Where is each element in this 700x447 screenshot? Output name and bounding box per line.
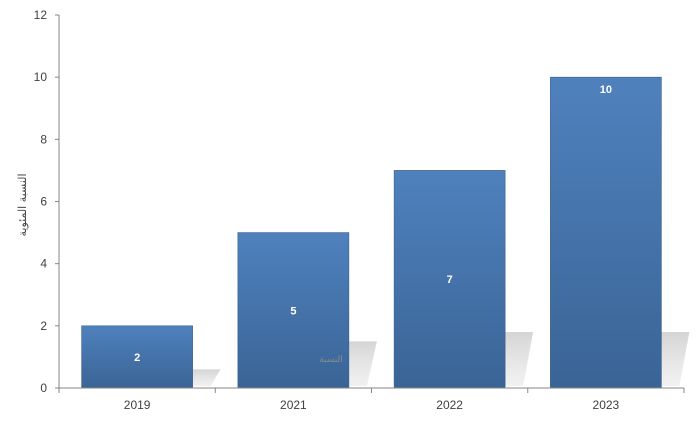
bars-group: 2 5 7 10	[81, 76, 662, 389]
bar-shadow	[348, 341, 377, 386]
bar-2022	[393, 170, 506, 389]
y-tick-label: 8	[40, 132, 47, 146]
x-tick-label: 2022	[436, 398, 463, 412]
data-label: 2	[134, 352, 140, 364]
bar-2021	[237, 232, 350, 389]
bar-2023	[550, 76, 662, 389]
x-tick-label: 2021	[280, 398, 307, 412]
y-tick-label: 6	[40, 195, 47, 209]
bar-shadow	[192, 369, 221, 386]
data-label: 7	[447, 274, 453, 286]
y-tick-label: 0	[40, 381, 47, 395]
faint-overlay-text: النسبة	[319, 355, 343, 365]
x-tick-label: 2019	[124, 398, 151, 412]
y-tick-label: 10	[34, 70, 48, 84]
bar-shadows	[192, 332, 690, 386]
axes-group: 0 2 4 6 8 10 12 2019 2021 2022 2023	[34, 8, 685, 412]
y-tick-label: 2	[40, 319, 47, 333]
data-label: 5	[290, 305, 296, 317]
data-label: 10	[600, 84, 612, 96]
y-axis-label: النسبة المئوية	[16, 174, 29, 237]
y-tick-label: 12	[34, 8, 48, 22]
bar-2019	[81, 325, 193, 389]
x-tick-label: 2023	[593, 398, 620, 412]
bar-shadow	[505, 332, 534, 386]
bar-shadow	[661, 332, 690, 386]
y-tick-label: 4	[40, 257, 47, 271]
